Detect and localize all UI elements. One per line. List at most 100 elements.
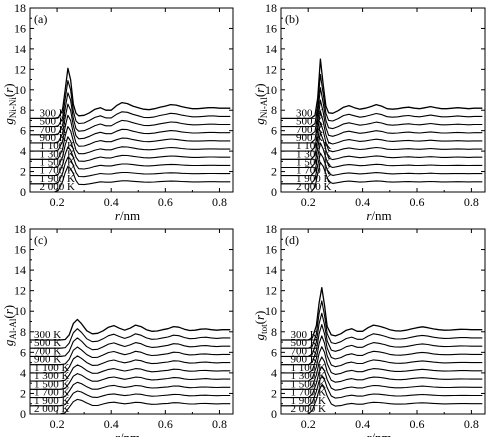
rdf-curve xyxy=(281,312,483,357)
y-tick-label: 8 xyxy=(20,103,26,117)
series-label: 2 000 K xyxy=(291,403,327,415)
x-tick-label: 0.8 xyxy=(464,417,479,431)
y-tick-label: 18 xyxy=(14,1,26,15)
series-label: 1 100 K xyxy=(34,362,69,374)
rdf-curve xyxy=(30,381,231,399)
x-tick-label: 0.6 xyxy=(158,195,173,209)
panel-c: 0 2 4 6 8 10 12 14 16 18 0.2 0.4 0.6 0.8 (c) r/nm gAl-Al… xyxy=(1,222,234,437)
y-tick-label: 16 xyxy=(14,21,26,35)
y-tick-label: 6 xyxy=(20,345,26,359)
x-tick-label: 0.2 xyxy=(50,417,65,431)
series-label: 1 900 K xyxy=(296,173,332,185)
y-tick-label: 16 xyxy=(265,21,277,35)
x-tick-label: 0.8 xyxy=(212,195,227,209)
y-tick-label: 6 xyxy=(271,124,277,138)
x-axis-label: r/nm xyxy=(366,208,391,223)
rdf-curve xyxy=(281,161,483,193)
series-label: 1 500 K xyxy=(34,378,69,390)
rdf-curve xyxy=(281,366,483,399)
y-tick-label: 12 xyxy=(265,284,277,298)
x-tick-label: 0.6 xyxy=(158,417,173,431)
panel-label: (a) xyxy=(34,12,47,26)
series-label: 300 K xyxy=(39,107,66,119)
x-axis-label: r/nm xyxy=(366,430,391,437)
series-label: 300 K xyxy=(291,329,318,341)
rdf-curve xyxy=(30,390,231,407)
panel-label: (c) xyxy=(34,233,47,247)
rdf-curve xyxy=(281,87,483,136)
x-axis-label: r/nm xyxy=(115,208,140,223)
y-tick-label: 6 xyxy=(20,124,26,138)
y-tick-label: 12 xyxy=(265,62,277,76)
y-tick-label: 16 xyxy=(265,243,277,257)
y-tick-label: 10 xyxy=(265,304,277,318)
series-label: 2 000 K xyxy=(39,181,74,193)
y-tick-label: 14 xyxy=(265,42,277,56)
y-tick-label: 14 xyxy=(14,263,26,277)
y-tick-label: 6 xyxy=(271,345,277,359)
series-label: 900 K xyxy=(291,354,318,366)
x-tick-label: 0.2 xyxy=(301,195,316,209)
y-tick-label: 10 xyxy=(14,304,26,318)
y-tick-label: 14 xyxy=(265,263,277,277)
rdf-curve xyxy=(30,103,231,144)
rdf-curve xyxy=(281,121,483,160)
series-label: 900 K xyxy=(39,132,66,144)
y-tick-label: 12 xyxy=(14,62,26,76)
y-tick-label: 10 xyxy=(265,83,277,97)
series-label: 1 700 K xyxy=(296,165,332,177)
panel-b: 0 2 4 6 8 10 12 14 16 18 0.2 0.4 0.6 0.8 (b) r/nm gNi-Al… xyxy=(252,1,486,223)
rdf-curve xyxy=(30,318,231,341)
y-tick-label: 18 xyxy=(265,1,277,15)
y-tick-label: 14 xyxy=(14,42,26,56)
rdf-curve xyxy=(30,355,231,374)
rdf-curve xyxy=(30,80,231,128)
y-axis-label: gNi-Al(r) xyxy=(252,83,269,124)
rdf-curve xyxy=(30,364,231,382)
x-tick-label: 0.4 xyxy=(104,417,119,431)
rdf-curve xyxy=(281,346,483,382)
y-tick-label: 8 xyxy=(20,325,26,339)
series-label: 700 K xyxy=(291,345,318,357)
panel-label: (d) xyxy=(285,233,299,247)
rdf-curve xyxy=(281,99,483,144)
rdf-curve xyxy=(30,165,231,193)
x-tick-label: 0.4 xyxy=(355,417,370,431)
y-tick-label: 12 xyxy=(14,284,26,298)
x-tick-label: 0.4 xyxy=(355,195,370,209)
y-tick-label: 2 xyxy=(20,386,26,400)
y-tick-label: 10 xyxy=(14,83,26,97)
rdf-curve xyxy=(30,337,231,357)
rdf-curve xyxy=(281,324,483,366)
y-tick-label: 18 xyxy=(14,222,26,236)
rdf-curve xyxy=(30,146,231,177)
rdf-curve xyxy=(281,152,483,185)
y-tick-label: 4 xyxy=(271,144,277,158)
rdf-curve xyxy=(30,156,231,185)
x-tick-label: 0.2 xyxy=(301,417,316,431)
series-label: 1 100 K xyxy=(296,140,332,152)
y-tick-label: 4 xyxy=(271,366,277,380)
series-label: 500 K xyxy=(291,337,318,349)
y-tick-label: 2 xyxy=(20,165,26,179)
series-label: 1 900 K xyxy=(39,173,74,185)
series-label: 1 500 K xyxy=(39,156,74,168)
series-label: 1 700 K xyxy=(39,165,74,177)
series-label: 300 K xyxy=(34,329,61,341)
rdf-curve xyxy=(281,132,483,169)
series-label: 900 K xyxy=(34,354,61,366)
series-label: 500 K xyxy=(34,337,61,349)
x-tick-label: 0.8 xyxy=(464,195,479,209)
rdf-curve xyxy=(281,110,483,152)
rdf-curve xyxy=(30,114,231,152)
rdf-curve xyxy=(30,136,231,169)
rdf-curve xyxy=(30,126,231,160)
y-tick-label: 8 xyxy=(271,103,277,117)
series-label: 700 K xyxy=(34,345,61,357)
x-tick-label: 0.6 xyxy=(410,417,425,431)
x-tick-label: 0.4 xyxy=(104,195,119,209)
rdf-curve xyxy=(281,335,483,374)
panel-a: 0 2 4 6 8 10 12 14 16 18 0.2 0.4 0.6 0.8 (a) r/nm gNi-Ni… xyxy=(1,1,234,223)
y-axis-label: gAl-Al(r) xyxy=(1,305,18,346)
